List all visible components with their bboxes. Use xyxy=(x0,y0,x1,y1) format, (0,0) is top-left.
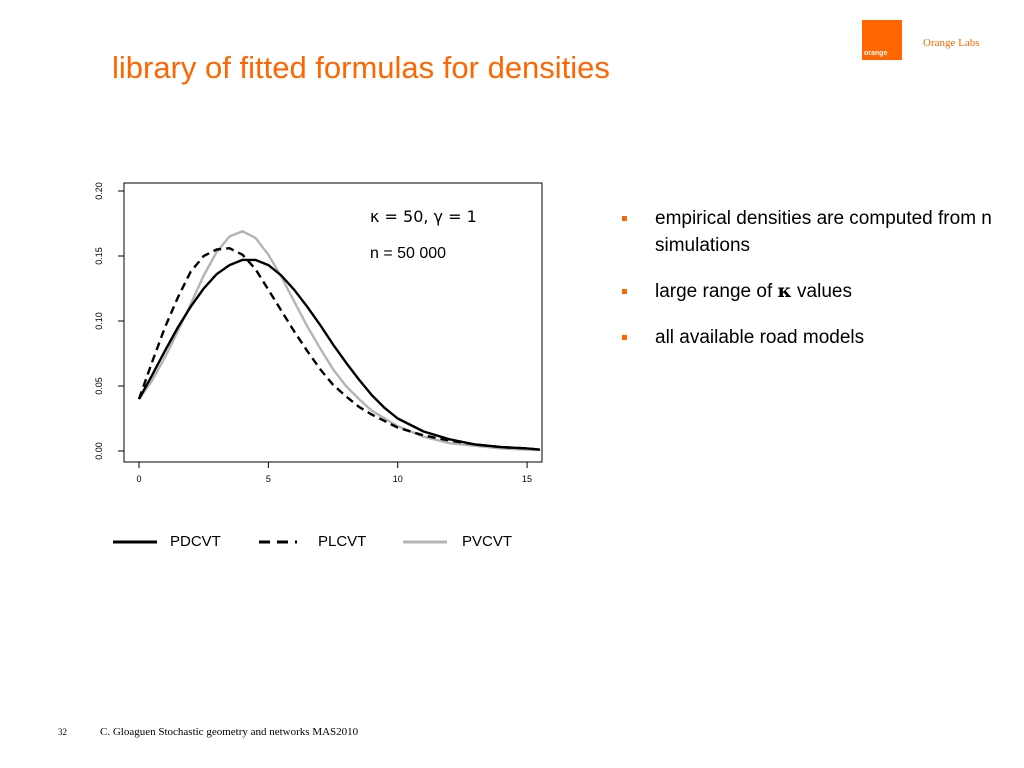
bullet-text-post: values xyxy=(791,281,852,302)
legend-label-pvcvt: PVCVT xyxy=(462,533,513,550)
x-tick-label: 0 xyxy=(136,474,141,484)
x-tick-label: 10 xyxy=(393,474,403,484)
bullet-list: empirical densities are computed from n … xyxy=(622,205,1002,370)
bullet-text: all available road models xyxy=(655,327,865,348)
series-line-plcvt xyxy=(137,247,541,451)
chart-annotation-params: κ = 50, γ = 1 xyxy=(370,207,477,226)
brand-name: Orange Labs xyxy=(923,37,980,49)
chart-annotation-n: n = 50 000 xyxy=(370,245,446,262)
page-number: 32 xyxy=(58,727,67,737)
legend-swatch-pvcvt xyxy=(403,540,447,544)
legend-swatch-plcvt xyxy=(259,540,297,544)
y-tick-label: 0.10 xyxy=(94,312,104,330)
logo-wordmark: orange xyxy=(864,50,888,57)
x-tick-label: 5 xyxy=(266,474,271,484)
legend-swatch-pdcvt xyxy=(113,540,157,544)
slide-title: library of fitted formulas for densities xyxy=(112,50,610,85)
bullet-item: empirical densities are computed from n … xyxy=(622,205,1002,259)
x-tick-label: 15 xyxy=(522,474,532,484)
y-tick-label: 0.15 xyxy=(94,247,104,265)
plot-frame xyxy=(123,182,543,463)
bullet-text: empirical densities are computed from n … xyxy=(655,208,992,256)
series-line-pdcvt xyxy=(137,258,541,451)
legend-label-pdcvt: PDCVT xyxy=(170,533,221,550)
kappa-symbol: κ xyxy=(777,280,792,302)
series-line-pvcvt xyxy=(138,230,540,451)
bullet-text-pre: large range of xyxy=(655,281,778,302)
legend-label-plcvt: PLCVT xyxy=(318,533,367,550)
bullet-square-icon xyxy=(622,335,627,340)
y-tick-label: 0.05 xyxy=(94,377,104,395)
chart-legend: PDCVT PLCVT PVCVT xyxy=(112,531,562,553)
bullet-square-icon xyxy=(622,289,627,294)
footer-text: C. Gloaguen Stochastic geometry and netw… xyxy=(100,726,359,738)
y-tick-label: 0.20 xyxy=(94,182,104,200)
orange-logo: orange xyxy=(862,20,902,60)
bullet-item: all available road models xyxy=(622,324,1002,351)
bullet-square-icon xyxy=(622,216,627,221)
y-tick-label: 0.00 xyxy=(94,442,104,460)
density-chart: 0 5 10 15 0.00 0.05 0.10 0.15 0.20 κ = 50, γ = 1 n… xyxy=(94,182,543,484)
bullet-item: large range of κ values xyxy=(622,278,1002,305)
